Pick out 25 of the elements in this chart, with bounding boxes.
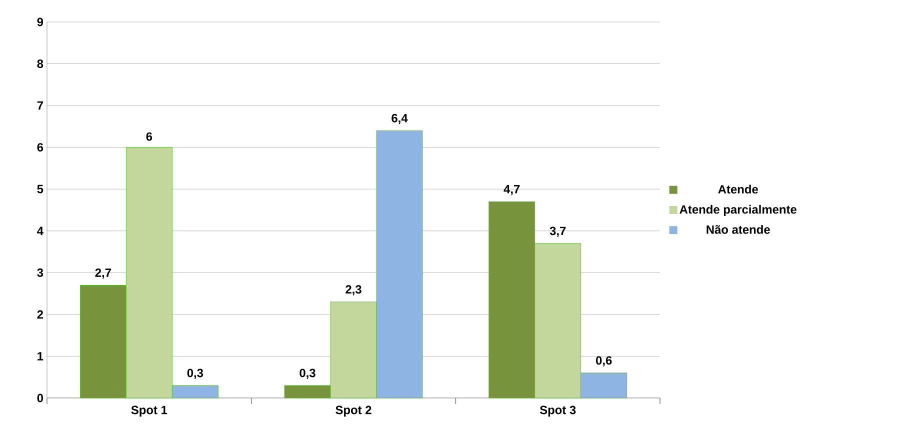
data-label: 4,7: [504, 185, 520, 196]
y-tick-label: 7: [37, 101, 43, 110]
data-label: 2,3: [346, 285, 362, 296]
data-label: 0,3: [300, 368, 316, 379]
y-tick-label: 0: [37, 394, 43, 402]
x-tick-label: Spot 2: [336, 406, 372, 417]
y-tick-label: 3: [37, 268, 44, 277]
y-tick-label: 2: [37, 310, 44, 319]
text: Atende: [718, 184, 758, 194]
x-tick-label: Spot 3: [540, 406, 576, 417]
data-label: 0,3: [187, 368, 204, 379]
x-tick-label: Spot 1: [131, 406, 168, 417]
data-label: 6: [146, 132, 152, 141]
y-tick-label: 6: [37, 143, 44, 152]
legend-label: Atende parcialmente: [680, 204, 796, 216]
y-tick-label: 9: [37, 18, 44, 26]
data-label: 2,7: [95, 268, 111, 279]
y-tick-label: 8: [37, 60, 44, 68]
y-tick-label: 4: [37, 226, 44, 235]
y-tick-label: 5: [37, 184, 44, 194]
data-label: 0,6: [596, 356, 612, 366]
data-label: 3,7: [550, 226, 566, 237]
text: Não atende: [706, 225, 770, 234]
data-label: 6,4: [392, 114, 408, 124]
y-tick-label: 1: [38, 352, 44, 360]
